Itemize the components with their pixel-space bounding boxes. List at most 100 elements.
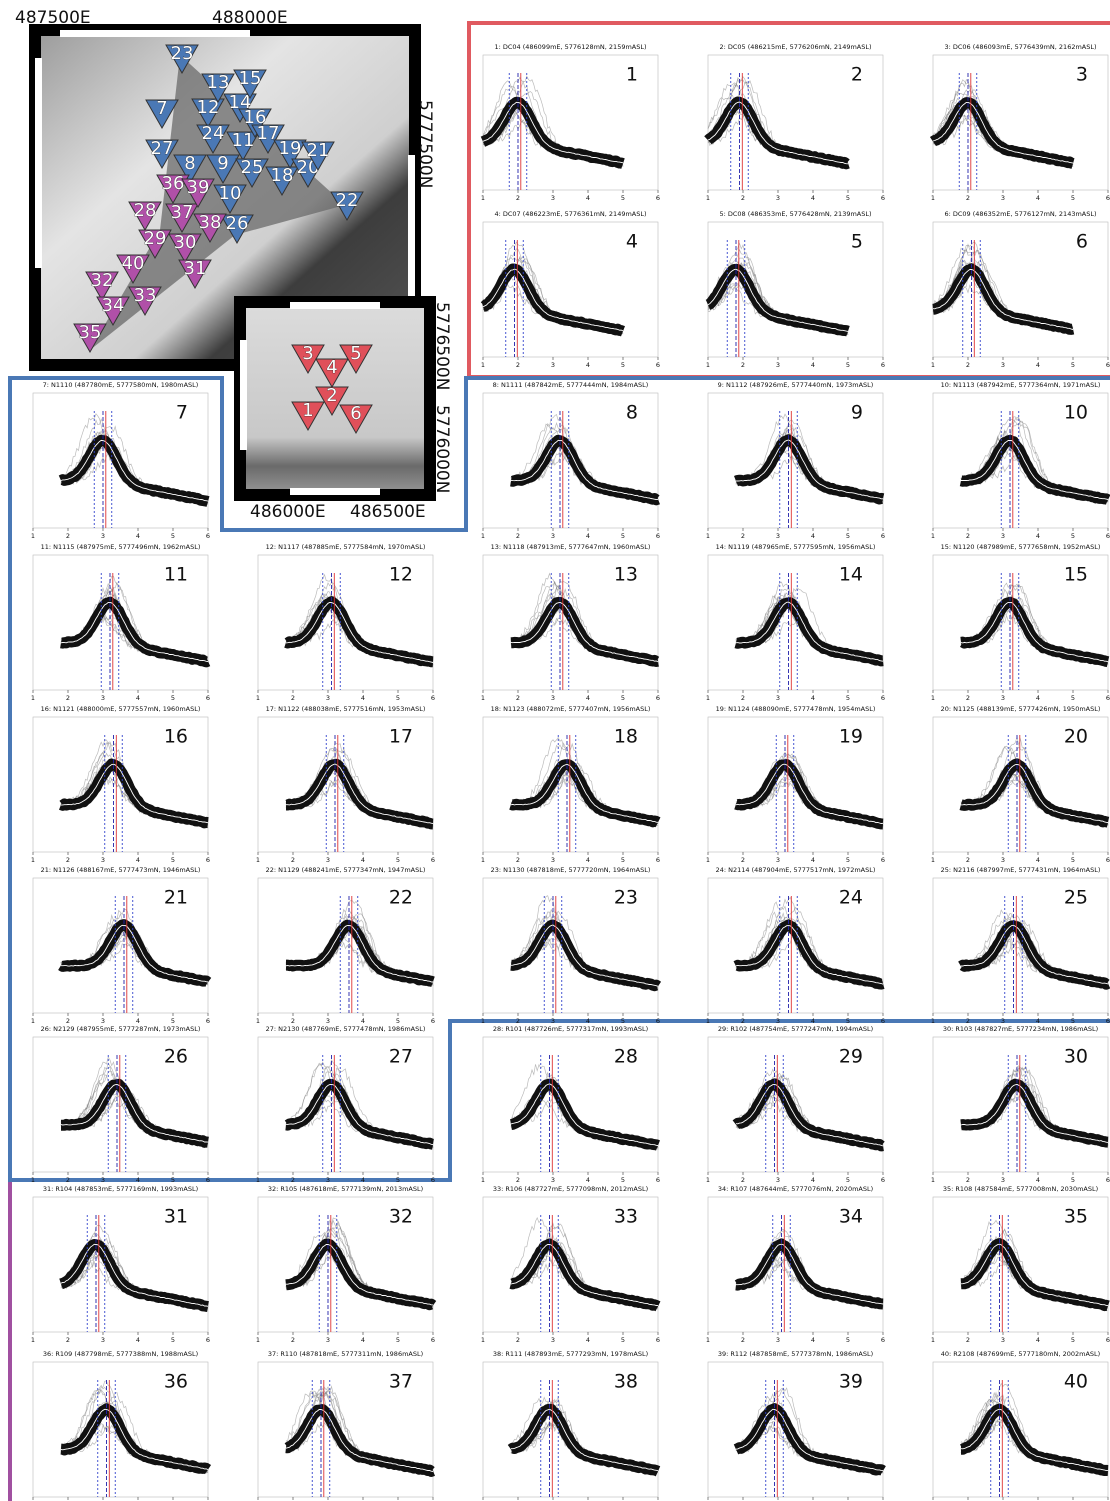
map-frame bbox=[35, 58, 42, 268]
x-tick-label: 2 bbox=[516, 1176, 520, 1184]
panel-title: 21: N1126 (488167mE, 5777473mN, 1946mASL… bbox=[41, 866, 201, 874]
x-tick-label: 4 bbox=[811, 1017, 815, 1025]
panel: 14: N1119 (487965mE, 5777595mN, 1956mASL… bbox=[706, 543, 885, 702]
panel: 27: N2130 (487769mE, 5777478mN, 1986mASL… bbox=[256, 1025, 435, 1184]
x-tick-label: 2 bbox=[966, 532, 970, 540]
panel-title: 1: DC04 (486099mE, 5776128mN, 2159mASL) bbox=[494, 43, 646, 51]
x-tick-label: 3 bbox=[101, 1336, 105, 1344]
x-tick-label: 4 bbox=[136, 1176, 140, 1184]
x-tick-label: 1 bbox=[31, 1336, 35, 1344]
x-tick-label: 2 bbox=[66, 856, 70, 864]
x-tick-label: 4 bbox=[811, 1336, 815, 1344]
panel-title: 5: DC08 (486353mE, 5776428mN, 2139mASL) bbox=[719, 210, 871, 218]
panel: 6: DC09 (486352mE, 5776127mN, 2143mASL)1… bbox=[931, 210, 1110, 369]
x-tick-label: 3 bbox=[101, 856, 105, 864]
panel-title: 22: N1129 (488241mE, 5777347mN, 1947mASL… bbox=[266, 866, 426, 874]
x-tick-label: 6 bbox=[206, 532, 210, 540]
x-tick-label: 2 bbox=[291, 1176, 295, 1184]
x-tick-label: 1 bbox=[31, 856, 35, 864]
panel-title: 33: R106 (487727mE, 5777098mN, 2012mASL) bbox=[493, 1185, 648, 1193]
x-tick-label: 2 bbox=[741, 1017, 745, 1025]
x-tick-label: 1 bbox=[931, 361, 935, 369]
x-tick-label: 1 bbox=[256, 1017, 260, 1025]
x-tick-label: 5 bbox=[396, 1017, 400, 1025]
x-tick-label: 1 bbox=[931, 1176, 935, 1184]
x-tick-label: 3 bbox=[101, 1176, 105, 1184]
x-tick-label: 2 bbox=[291, 1017, 295, 1025]
map-frame bbox=[240, 340, 247, 450]
station-label: 39 bbox=[187, 177, 210, 198]
panel-title: 7: N1110 (487780mE, 5777580mN, 1980mASL) bbox=[43, 381, 199, 389]
x-tick-label: 5 bbox=[846, 694, 850, 702]
station-label: 30 bbox=[174, 232, 197, 253]
x-tick-label: 6 bbox=[881, 1336, 885, 1344]
panel-number: 32 bbox=[389, 1206, 413, 1228]
x-tick-label: 3 bbox=[776, 1017, 780, 1025]
x-tick-label: 6 bbox=[206, 694, 210, 702]
panel: 2: DC05 (486215mE, 5776206mN, 2149mASL)1… bbox=[706, 43, 885, 202]
station-label: 1 bbox=[302, 400, 313, 421]
panel: 24: N2114 (487904mE, 5777517mN, 1972mASL… bbox=[706, 866, 885, 1025]
x-tick-label: 6 bbox=[881, 856, 885, 864]
panel-number: 16 bbox=[164, 726, 188, 748]
x-tick-label: 3 bbox=[1001, 194, 1005, 202]
station-label: 11 bbox=[232, 130, 255, 151]
x-tick-label: 5 bbox=[621, 1017, 625, 1025]
panel-number: 14 bbox=[839, 564, 863, 586]
x-tick-label: 4 bbox=[361, 1176, 365, 1184]
panel: 17: N1122 (488038mE, 5777516mN, 1953mASL… bbox=[256, 705, 435, 864]
x-tick-label: 4 bbox=[586, 532, 590, 540]
x-tick-label: 2 bbox=[66, 1336, 70, 1344]
x-tick-label: 3 bbox=[551, 1336, 555, 1344]
x-tick-label: 6 bbox=[881, 194, 885, 202]
x-tick-label: 5 bbox=[621, 694, 625, 702]
x-tick-label: 3 bbox=[1001, 532, 1005, 540]
x-tick-label: 6 bbox=[656, 1176, 660, 1184]
x-tick-label: 5 bbox=[1071, 361, 1075, 369]
station-label: 15 bbox=[239, 68, 262, 89]
x-tick-label: 2 bbox=[966, 361, 970, 369]
x-tick-label: 4 bbox=[1036, 361, 1040, 369]
x-tick-label: 1 bbox=[931, 532, 935, 540]
panel: 36: R109 (487798mE, 5777388mN, 1988mASL)… bbox=[31, 1350, 210, 1501]
x-tick-label: 5 bbox=[171, 1017, 175, 1025]
x-tick-label: 1 bbox=[481, 1017, 485, 1025]
x-tick-label: 5 bbox=[1071, 1017, 1075, 1025]
x-tick-label: 3 bbox=[776, 194, 780, 202]
x-tick-label: 5 bbox=[846, 361, 850, 369]
map-frame bbox=[60, 30, 250, 37]
panel-number: 17 bbox=[389, 726, 413, 748]
panel: 39: R112 (487858mE, 5777378mN, 1986mASL)… bbox=[706, 1350, 885, 1501]
panel-number: 9 bbox=[851, 402, 863, 424]
x-tick-label: 5 bbox=[171, 1176, 175, 1184]
panel: 26: N2129 (487955mE, 5777287mN, 1973mASL… bbox=[31, 1025, 210, 1184]
x-tick-label: 5 bbox=[171, 694, 175, 702]
panel: 15: N1120 (487989mE, 5777658mN, 1952mASL… bbox=[931, 543, 1110, 702]
panel-title: 28: R101 (487726mE, 5777317mN, 1993mASL) bbox=[493, 1025, 648, 1033]
station-label: 19 bbox=[279, 138, 302, 159]
x-tick-label: 3 bbox=[551, 1017, 555, 1025]
x-tick-label: 6 bbox=[1106, 1176, 1110, 1184]
panel-number: 40 bbox=[1064, 1371, 1088, 1393]
station-label: 5 bbox=[350, 343, 361, 364]
panel-title: 15: N1120 (487989mE, 5777658mN, 1952mASL… bbox=[941, 543, 1101, 551]
x-tick-label: 5 bbox=[621, 1336, 625, 1344]
x-tick-label: 5 bbox=[1071, 856, 1075, 864]
panel: 3: DC06 (486093mE, 5776439mN, 2162mASL)1… bbox=[931, 43, 1110, 202]
x-tick-label: 5 bbox=[621, 1176, 625, 1184]
x-tick-label: 4 bbox=[586, 361, 590, 369]
x-tick-label: 6 bbox=[206, 1017, 210, 1025]
x-tick-label: 4 bbox=[361, 1336, 365, 1344]
x-tick-label: 2 bbox=[966, 694, 970, 702]
x-tick-label: 2 bbox=[516, 532, 520, 540]
panel-title: 37: R110 (487818mE, 5777311mN, 1986mASL) bbox=[268, 1350, 423, 1358]
panel: 20: N1125 (488139mE, 5777426mN, 1950mASL… bbox=[931, 705, 1110, 864]
panel-title: 12: N1117 (487885mE, 5777584mN, 1970mASL… bbox=[266, 543, 426, 551]
x-tick-label: 3 bbox=[551, 361, 555, 369]
panel-number: 34 bbox=[839, 1206, 863, 1228]
panel: 5: DC08 (486353mE, 5776428mN, 2139mASL)1… bbox=[706, 210, 885, 369]
panel-number: 23 bbox=[614, 887, 638, 909]
x-tick-label: 5 bbox=[1071, 194, 1075, 202]
panel-number: 13 bbox=[614, 564, 638, 586]
x-tick-label: 2 bbox=[741, 194, 745, 202]
